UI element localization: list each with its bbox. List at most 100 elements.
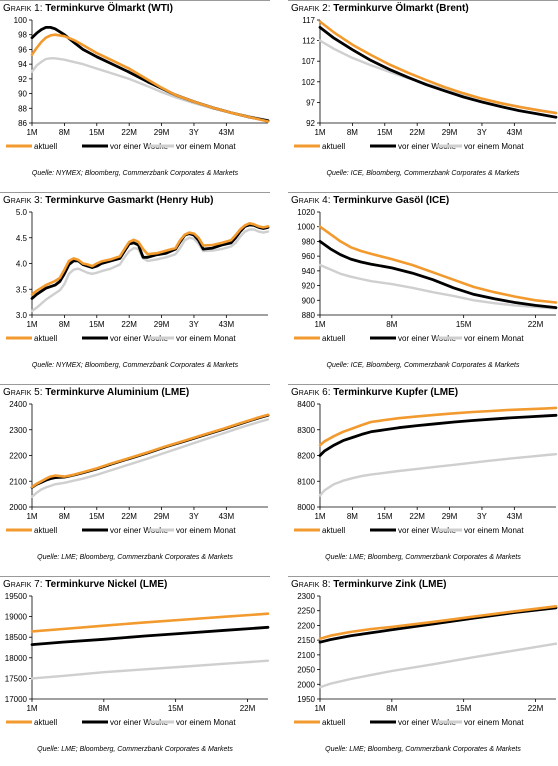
x-tick-label: 43M	[219, 512, 235, 521]
chart-title-text: Terminkurve Gasöl (ICE)	[333, 195, 450, 206]
chart-plot: 86 88 90 92 94 96 98 100 1M 8M 15M 22M 29M 3Y 43M aktue…	[6, 16, 270, 151]
chart-title-text: Terminkurve Ölmarkt (WTI)	[45, 3, 173, 14]
legend-label: aktuell	[322, 334, 345, 343]
legend-label: aktuell	[34, 142, 57, 151]
legend-label: vor einer Woche	[110, 334, 169, 343]
chart-title: Grafik 5: Terminkurve Aluminium (LME)	[3, 387, 189, 398]
legend-label: vor einer Woche	[398, 334, 457, 343]
y-tick-label: 2300	[9, 426, 27, 435]
x-tick-label: 1M	[26, 320, 37, 329]
chart-title: Grafik 3: Terminkurve Gasmarkt (Henry Hu…	[3, 195, 214, 206]
chart-prefix: Grafik 4:	[291, 195, 331, 206]
legend-label: vor einer Woche	[398, 718, 457, 727]
y-tick-label: 97	[306, 98, 315, 107]
x-tick-label: 22M	[121, 512, 137, 521]
series-line	[30, 25, 270, 123]
y-tick-label: 92	[306, 119, 315, 128]
x-tick-label: 22M	[409, 128, 425, 137]
y-tick-label: 102	[302, 78, 316, 87]
x-tick-label: 29M	[154, 512, 170, 521]
legend-label: aktuell	[34, 334, 57, 343]
x-tick-label: 1M	[314, 320, 325, 329]
chart-source: Quelle: LME; Bloomberg, Commerzbank Corp…	[325, 746, 521, 753]
chart-title: Grafik 7: Terminkurve Nickel (LME)	[3, 579, 167, 590]
chart-panel-zink: Grafik 8: Terminkurve Zink (LME) 1950 200…	[288, 576, 558, 766]
series-line	[318, 605, 558, 641]
panel-divider	[0, 192, 270, 193]
y-tick-label: 3.5	[16, 285, 28, 294]
panel-divider	[288, 0, 558, 1]
chart-title: Grafik 1: Terminkurve Ölmarkt (WTI)	[3, 3, 173, 14]
y-tick-label: 2250	[297, 607, 315, 616]
y-tick-label: 107	[302, 57, 316, 66]
legend-label: vor einer Woche	[110, 142, 169, 151]
series-line	[318, 240, 558, 309]
x-tick-label: 1M	[314, 704, 325, 713]
y-tick-label: 2100	[9, 477, 27, 486]
chart-source: Quelle: NYMEX; Bloomberg, Commerzbank Co…	[31, 362, 239, 369]
series-line	[30, 223, 270, 300]
panel-divider	[0, 576, 270, 577]
series-line	[318, 642, 558, 689]
chart-source: Quelle: ICE, Bloomberg, Commerzbank Corp…	[326, 362, 520, 369]
chart-title-text: Terminkurve Ölmarkt (Brent)	[333, 3, 469, 14]
y-tick-label: 3.0	[16, 311, 28, 320]
legend-label: vor einem Monat	[464, 526, 524, 535]
x-tick-label: 29M	[442, 128, 458, 137]
chart-plot: 8000 8100 8200 8300 8400 1M 8M 15M 22M 29M 3Y 43M ak…	[294, 400, 558, 535]
chart-plot: 92 97 102 107 112 117 1M 8M 15M 22M 29M 3Y 43M aktuel…	[294, 16, 558, 151]
y-tick-label: 92	[18, 75, 27, 84]
legend-label: vor einem Monat	[464, 334, 524, 343]
series-line	[318, 20, 558, 115]
chart-prefix: Grafik 3:	[3, 195, 43, 206]
y-tick-label: 17500	[5, 674, 28, 683]
y-tick-label: 8400	[297, 400, 315, 409]
legend-label: vor einer Woche	[398, 142, 457, 151]
series-line	[318, 25, 558, 119]
y-tick-label: 100	[14, 16, 28, 25]
x-tick-label: 15M	[89, 128, 105, 137]
chart-plot: 1950 2000 2050 2100 2150 2200 2250 2300 1M 8M 15M 2…	[294, 592, 558, 727]
y-tick-label: 8300	[297, 426, 315, 435]
chart-plot: 3.0 3.5 4.0 4.5 5.0 1M 8M 15M 22M 29M 3Y 43M aktuell…	[6, 208, 270, 343]
x-tick-label: 1M	[26, 512, 37, 521]
legend-label: vor einem Monat	[464, 718, 524, 727]
chart-panel-aluminium: Grafik 5: Terminkurve Aluminium (LME) 20…	[0, 384, 270, 574]
y-tick-label: 19500	[5, 592, 28, 601]
panel-divider	[288, 576, 558, 577]
x-tick-label: 29M	[154, 320, 170, 329]
chart-title-text: Terminkurve Gasmarkt (Henry Hub)	[45, 195, 214, 206]
chart-source: Quelle: NYMEX; Bloomberg, Commerzbank Co…	[31, 170, 239, 177]
x-tick-label: 8M	[347, 128, 358, 137]
chart-panel-kupfer: Grafik 6: Terminkurve Kupfer (LME) 8000 8…	[288, 384, 558, 574]
legend-label: vor einer Woche	[110, 526, 169, 535]
x-tick-label: 22M	[409, 512, 425, 521]
y-tick-label: 8100	[297, 477, 315, 486]
x-tick-label: 15M	[377, 512, 393, 521]
y-tick-label: 1950	[297, 695, 315, 704]
series-line	[318, 413, 558, 457]
x-tick-label: 8M	[386, 320, 397, 329]
chart-title-text: Terminkurve Zink (LME)	[333, 579, 447, 590]
chart-source: Quelle: LME; Bloomberg, Commerzbank Corp…	[325, 554, 521, 561]
panel-divider	[288, 192, 558, 193]
x-tick-label: 8M	[386, 704, 397, 713]
y-tick-label: 920	[302, 282, 316, 291]
chart-title: Grafik 8: Terminkurve Zink (LME)	[291, 579, 446, 590]
chart-prefix: Grafik 6:	[291, 387, 331, 398]
series-line	[30, 659, 270, 680]
y-tick-label: 96	[18, 45, 27, 54]
panel-divider	[288, 384, 558, 385]
y-tick-label: 2300	[297, 592, 315, 601]
x-tick-label: 15M	[456, 320, 472, 329]
y-tick-label: 2000	[297, 680, 315, 689]
x-tick-label: 3Y	[189, 320, 199, 329]
y-tick-label: 8000	[297, 503, 315, 512]
legend-label: aktuell	[322, 526, 345, 535]
y-tick-label: 19000	[5, 613, 28, 622]
panel-divider	[0, 0, 270, 1]
series-line	[30, 33, 270, 123]
y-tick-label: 90	[18, 90, 27, 99]
series-line	[30, 612, 270, 633]
legend-label: vor einem Monat	[176, 334, 236, 343]
